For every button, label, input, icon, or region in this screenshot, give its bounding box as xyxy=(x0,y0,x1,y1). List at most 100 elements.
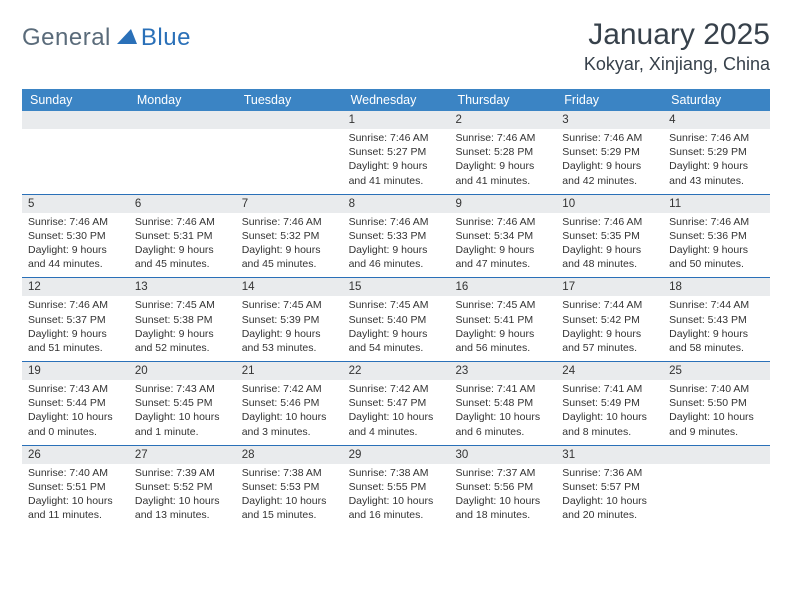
daylight-line: Daylight: 10 hours and 11 minutes. xyxy=(28,494,123,522)
day-details: Sunrise: 7:46 AMSunset: 5:36 PMDaylight:… xyxy=(663,213,770,278)
day-cell: 16Sunrise: 7:45 AMSunset: 5:41 PMDayligh… xyxy=(449,278,556,361)
sunset-line: Sunset: 5:57 PM xyxy=(562,480,657,494)
sunrise-line: Sunrise: 7:40 AM xyxy=(28,466,123,480)
day-details: Sunrise: 7:45 AMSunset: 5:38 PMDaylight:… xyxy=(129,296,236,361)
day-number: 23 xyxy=(449,362,556,380)
day-header: Sunday xyxy=(22,89,129,111)
day-number: 9 xyxy=(449,195,556,213)
day-number: 18 xyxy=(663,278,770,296)
day-cell: 30Sunrise: 7:37 AMSunset: 5:56 PMDayligh… xyxy=(449,446,556,529)
sunset-line: Sunset: 5:32 PM xyxy=(242,229,337,243)
sunrise-line: Sunrise: 7:46 AM xyxy=(349,215,444,229)
page-header: General Blue January 2025 Kokyar, Xinjia… xyxy=(22,18,770,75)
day-details: Sunrise: 7:44 AMSunset: 5:43 PMDaylight:… xyxy=(663,296,770,361)
day-cell: 11Sunrise: 7:46 AMSunset: 5:36 PMDayligh… xyxy=(663,195,770,278)
day-number: 8 xyxy=(343,195,450,213)
day-number: 30 xyxy=(449,446,556,464)
day-number: 3 xyxy=(556,111,663,129)
daylight-line: Daylight: 10 hours and 8 minutes. xyxy=(562,410,657,438)
sunrise-line: Sunrise: 7:46 AM xyxy=(669,215,764,229)
sunrise-line: Sunrise: 7:46 AM xyxy=(135,215,230,229)
sunrise-line: Sunrise: 7:45 AM xyxy=(135,298,230,312)
day-details: Sunrise: 7:46 AMSunset: 5:32 PMDaylight:… xyxy=(236,213,343,278)
day-cell: 8Sunrise: 7:46 AMSunset: 5:33 PMDaylight… xyxy=(343,195,450,278)
sunset-line: Sunset: 5:36 PM xyxy=(669,229,764,243)
day-details: Sunrise: 7:45 AMSunset: 5:39 PMDaylight:… xyxy=(236,296,343,361)
day-number: 29 xyxy=(343,446,450,464)
day-number: 13 xyxy=(129,278,236,296)
day-details xyxy=(129,129,236,137)
daylight-line: Daylight: 10 hours and 16 minutes. xyxy=(349,494,444,522)
sunset-line: Sunset: 5:52 PM xyxy=(135,480,230,494)
sunset-line: Sunset: 5:48 PM xyxy=(455,396,550,410)
day-header-row: SundayMondayTuesdayWednesdayThursdayFrid… xyxy=(22,89,770,111)
day-number xyxy=(236,111,343,129)
sunset-line: Sunset: 5:27 PM xyxy=(349,145,444,159)
sunset-line: Sunset: 5:51 PM xyxy=(28,480,123,494)
day-details: Sunrise: 7:38 AMSunset: 5:55 PMDaylight:… xyxy=(343,464,450,529)
day-cell: 1Sunrise: 7:46 AMSunset: 5:27 PMDaylight… xyxy=(343,111,450,194)
day-cell: 5Sunrise: 7:46 AMSunset: 5:30 PMDaylight… xyxy=(22,195,129,278)
day-cell xyxy=(22,111,129,194)
day-details: Sunrise: 7:40 AMSunset: 5:51 PMDaylight:… xyxy=(22,464,129,529)
sunset-line: Sunset: 5:28 PM xyxy=(455,145,550,159)
sunset-line: Sunset: 5:49 PM xyxy=(562,396,657,410)
sunrise-line: Sunrise: 7:45 AM xyxy=(455,298,550,312)
day-number: 24 xyxy=(556,362,663,380)
day-cell: 6Sunrise: 7:46 AMSunset: 5:31 PMDaylight… xyxy=(129,195,236,278)
week-row: 1Sunrise: 7:46 AMSunset: 5:27 PMDaylight… xyxy=(22,111,770,195)
day-number: 28 xyxy=(236,446,343,464)
daylight-line: Daylight: 10 hours and 0 minutes. xyxy=(28,410,123,438)
logo: General Blue xyxy=(22,18,191,52)
day-details: Sunrise: 7:44 AMSunset: 5:42 PMDaylight:… xyxy=(556,296,663,361)
daylight-line: Daylight: 9 hours and 53 minutes. xyxy=(242,327,337,355)
day-number: 21 xyxy=(236,362,343,380)
daylight-line: Daylight: 9 hours and 56 minutes. xyxy=(455,327,550,355)
day-cell: 13Sunrise: 7:45 AMSunset: 5:38 PMDayligh… xyxy=(129,278,236,361)
sunrise-line: Sunrise: 7:46 AM xyxy=(349,131,444,145)
day-cell: 9Sunrise: 7:46 AMSunset: 5:34 PMDaylight… xyxy=(449,195,556,278)
sunrise-line: Sunrise: 7:42 AM xyxy=(349,382,444,396)
day-cell: 14Sunrise: 7:45 AMSunset: 5:39 PMDayligh… xyxy=(236,278,343,361)
sunrise-line: Sunrise: 7:40 AM xyxy=(669,382,764,396)
day-number: 25 xyxy=(663,362,770,380)
day-number: 16 xyxy=(449,278,556,296)
day-cell: 23Sunrise: 7:41 AMSunset: 5:48 PMDayligh… xyxy=(449,362,556,445)
day-header: Friday xyxy=(556,89,663,111)
sunrise-line: Sunrise: 7:46 AM xyxy=(28,298,123,312)
sunset-line: Sunset: 5:37 PM xyxy=(28,313,123,327)
sunrise-line: Sunrise: 7:43 AM xyxy=(28,382,123,396)
logo-triangle-icon xyxy=(117,27,137,50)
sunrise-line: Sunrise: 7:46 AM xyxy=(562,131,657,145)
day-cell: 27Sunrise: 7:39 AMSunset: 5:52 PMDayligh… xyxy=(129,446,236,529)
sunset-line: Sunset: 5:42 PM xyxy=(562,313,657,327)
daylight-line: Daylight: 9 hours and 45 minutes. xyxy=(242,243,337,271)
daylight-line: Daylight: 9 hours and 47 minutes. xyxy=(455,243,550,271)
daylight-line: Daylight: 9 hours and 41 minutes. xyxy=(455,159,550,187)
day-number: 5 xyxy=(22,195,129,213)
day-cell: 17Sunrise: 7:44 AMSunset: 5:42 PMDayligh… xyxy=(556,278,663,361)
day-details: Sunrise: 7:36 AMSunset: 5:57 PMDaylight:… xyxy=(556,464,663,529)
day-cell: 19Sunrise: 7:43 AMSunset: 5:44 PMDayligh… xyxy=(22,362,129,445)
sunset-line: Sunset: 5:46 PM xyxy=(242,396,337,410)
sunset-line: Sunset: 5:38 PM xyxy=(135,313,230,327)
daylight-line: Daylight: 10 hours and 9 minutes. xyxy=(669,410,764,438)
day-details: Sunrise: 7:46 AMSunset: 5:28 PMDaylight:… xyxy=(449,129,556,194)
day-number: 1 xyxy=(343,111,450,129)
day-cell: 3Sunrise: 7:46 AMSunset: 5:29 PMDaylight… xyxy=(556,111,663,194)
day-cell xyxy=(663,446,770,529)
sunset-line: Sunset: 5:29 PM xyxy=(562,145,657,159)
logo-text-general: General xyxy=(22,24,111,52)
day-number xyxy=(22,111,129,129)
day-header: Wednesday xyxy=(343,89,450,111)
day-details: Sunrise: 7:43 AMSunset: 5:45 PMDaylight:… xyxy=(129,380,236,445)
day-details: Sunrise: 7:42 AMSunset: 5:47 PMDaylight:… xyxy=(343,380,450,445)
sunset-line: Sunset: 5:34 PM xyxy=(455,229,550,243)
day-details: Sunrise: 7:46 AMSunset: 5:31 PMDaylight:… xyxy=(129,213,236,278)
sunrise-line: Sunrise: 7:44 AM xyxy=(669,298,764,312)
daylight-line: Daylight: 9 hours and 50 minutes. xyxy=(669,243,764,271)
day-number: 27 xyxy=(129,446,236,464)
day-number: 15 xyxy=(343,278,450,296)
day-number: 19 xyxy=(22,362,129,380)
daylight-line: Daylight: 10 hours and 3 minutes. xyxy=(242,410,337,438)
